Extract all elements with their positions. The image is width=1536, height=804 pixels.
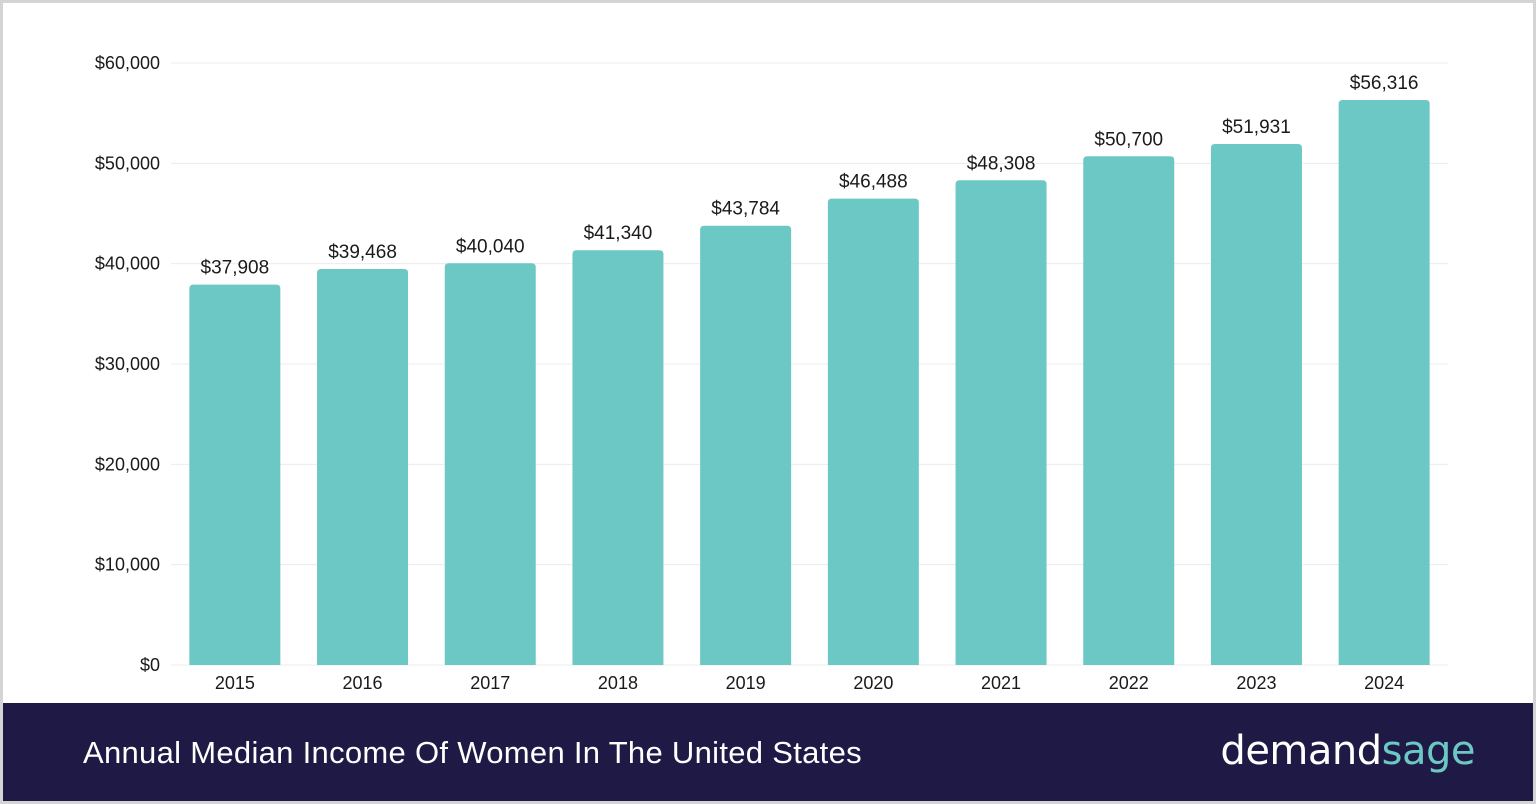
x-tick-label: 2016: [343, 673, 383, 693]
chart-area: $0 $10,000 $20,000 $30,000 $40,000 $50,000 $60…: [3, 3, 1533, 703]
bar: [700, 225, 792, 665]
x-tick-label: 2024: [1364, 673, 1404, 693]
x-tick-label: 2022: [1109, 673, 1149, 693]
bar: [1338, 99, 1430, 666]
bar: [827, 198, 919, 665]
bar: [572, 250, 664, 666]
y-tick-label: $20,000: [95, 454, 160, 474]
y-tick-label: $10,000: [95, 555, 160, 575]
brand-logo-sage: sage: [1381, 728, 1476, 774]
bar: [955, 180, 1047, 665]
x-tick-label: 2019: [726, 673, 766, 693]
bar-value-label: $40,040: [456, 236, 525, 257]
x-tick-label: 2023: [1236, 673, 1276, 693]
y-tick-label: $30,000: [95, 354, 160, 374]
chart-title: Annual Median Income Of Women In The Uni…: [83, 735, 862, 770]
y-tick-label: $60,000: [95, 53, 160, 73]
x-tick-label: 2018: [598, 673, 638, 693]
bar: [444, 263, 536, 665]
bar-value-label: $48,308: [967, 153, 1036, 174]
bar-value-label: $39,468: [328, 242, 397, 263]
bar-value-label: $46,488: [839, 172, 908, 193]
bar: [317, 269, 409, 665]
y-tick-label: $0: [140, 655, 160, 675]
y-axis-tick-labels: $0 $10,000 $20,000 $30,000 $40,000 $50,000 $60…: [95, 53, 160, 675]
bar: [1083, 156, 1175, 665]
bar-value-label: $43,784: [711, 199, 780, 220]
bars: [189, 99, 1430, 666]
x-tick-label: 2017: [470, 673, 510, 693]
bar-value-labels: $37,908 $39,468 $40,040 $41,340 $43,784 $46,4…: [201, 73, 1419, 279]
x-tick-label: 2015: [215, 673, 255, 693]
bar: [189, 284, 281, 665]
x-tick-label: 2020: [853, 673, 893, 693]
bar-value-label: $50,700: [1094, 129, 1163, 150]
brand-logo: demandsage: [1220, 725, 1475, 777]
bar-value-label: $37,908: [201, 258, 270, 279]
bar: [1210, 143, 1302, 665]
brand-logo-demand: demand: [1220, 728, 1382, 774]
x-axis-tick-labels: 2015 2016 2017 2018 2019 2020 2021 2022 2023 2024: [215, 673, 1404, 693]
bar-value-label: $41,340: [584, 223, 653, 244]
bar-value-label: $51,931: [1222, 117, 1291, 138]
y-tick-label: $40,000: [95, 254, 160, 274]
footer-bar: Annual Median Income Of Women In The Uni…: [3, 703, 1533, 801]
bar-chart: $0 $10,000 $20,000 $30,000 $40,000 $50,000 $60…: [95, 53, 1448, 693]
y-tick-label: $50,000: [95, 153, 160, 173]
bar-value-label: $56,316: [1350, 73, 1419, 94]
x-tick-label: 2021: [981, 673, 1021, 693]
